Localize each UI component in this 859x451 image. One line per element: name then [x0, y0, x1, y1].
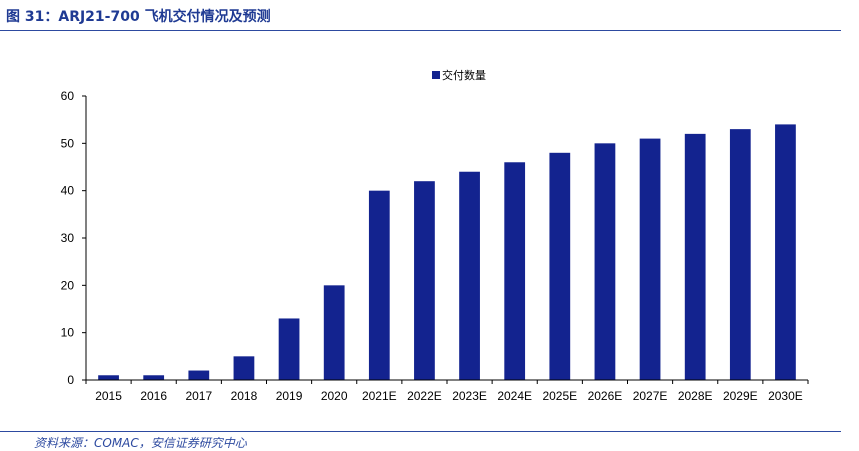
chart-legend: 交付数量	[432, 68, 486, 82]
y-tick-label: 20	[61, 278, 75, 292]
x-tick-label: 2026E	[588, 389, 623, 403]
bar-series	[98, 124, 796, 381]
y-tick-label: 40	[61, 184, 75, 198]
bar	[549, 152, 571, 380]
x-tick-label: 2019	[276, 389, 303, 403]
x-tick-label: 2025E	[542, 389, 577, 403]
y-tick-label: 50	[61, 136, 75, 150]
bar	[684, 133, 706, 380]
bar	[639, 138, 661, 380]
bar	[775, 124, 796, 381]
bar	[323, 285, 345, 380]
bar	[143, 375, 165, 380]
x-tick-label: 2023E	[452, 389, 487, 403]
y-tick-label: 0	[67, 373, 74, 387]
y-tick-label: 60	[61, 89, 75, 103]
x-tick-label: 2021E	[362, 389, 397, 403]
x-tick-label: 2027E	[633, 389, 668, 403]
y-tick-label: 30	[61, 231, 75, 245]
legend-swatch	[432, 71, 440, 79]
x-tick-label: 2028E	[678, 389, 713, 403]
bar	[414, 181, 435, 380]
bar	[459, 171, 480, 380]
bar	[504, 162, 526, 380]
source-note: 资料来源：COMAC，安信证券研究中心	[34, 436, 247, 450]
bar	[594, 143, 616, 380]
x-tick-label: 2017	[185, 389, 212, 403]
x-tick-label: 2016	[140, 389, 167, 403]
y-tick-label: 10	[61, 326, 75, 340]
bar	[368, 190, 390, 380]
bar	[729, 129, 751, 380]
source-rule	[0, 431, 841, 432]
title-rule	[0, 30, 841, 31]
y-axis: 0 10 20 30 40 50 60	[61, 89, 87, 387]
legend-label: 交付数量	[442, 68, 486, 82]
x-tick-label: 2018	[231, 389, 258, 403]
x-tick-label: 2015	[95, 389, 122, 403]
x-tick-label: 2020	[321, 389, 348, 403]
bar	[278, 318, 300, 380]
bar	[233, 356, 255, 380]
bar	[98, 375, 119, 380]
x-tick-label: 2030E	[768, 389, 803, 403]
x-tick-label: 2024E	[497, 389, 532, 403]
x-tick-label: 2029E	[723, 389, 758, 403]
x-axis: 2015 2016 2017 2018 2019 2020 2021E 2022E 2023E 2…	[85, 379, 809, 403]
figure-title: 图 31：ARJ21-700 飞机交付情况及预测	[6, 9, 271, 25]
x-tick-label: 2022E	[407, 389, 442, 403]
bar	[188, 370, 210, 380]
